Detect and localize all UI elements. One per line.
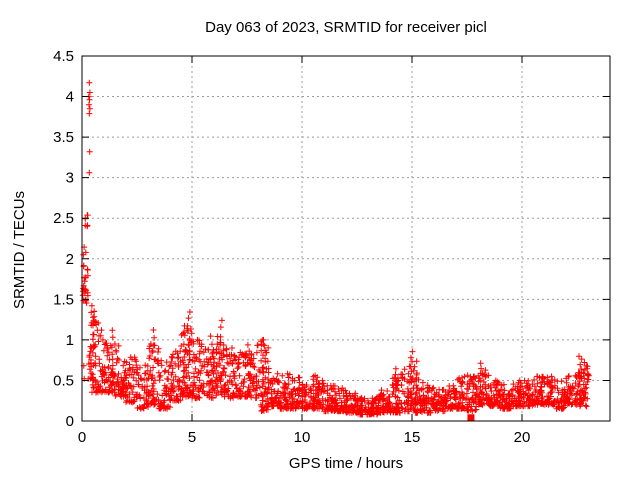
x-axis-label: GPS time / hours xyxy=(289,455,403,472)
y-axis-label: SRMTID / TECUs xyxy=(11,191,28,309)
svg-text:10: 10 xyxy=(294,429,311,446)
svg-text:4.5: 4.5 xyxy=(53,48,74,65)
svg-text:0: 0 xyxy=(78,429,86,446)
svg-text:15: 15 xyxy=(404,429,421,446)
svg-text:2.5: 2.5 xyxy=(53,210,74,227)
scatter-points xyxy=(79,79,592,422)
tick-labels: 0 5 10 15 20 0 0.5 1 1.5 2 2.5 3 3.5 4 4.5 xyxy=(53,48,530,446)
axes-and-ticks xyxy=(81,55,611,422)
svg-text:20: 20 xyxy=(514,429,531,446)
svg-text:3.5: 3.5 xyxy=(53,129,74,146)
svg-text:0: 0 xyxy=(66,413,74,430)
svg-text:1: 1 xyxy=(66,332,74,349)
chart-title: Day 063 of 2023, SRMTID for receiver pic… xyxy=(205,19,487,36)
svg-text:0.5: 0.5 xyxy=(53,372,74,389)
svg-text:5: 5 xyxy=(188,429,196,446)
svg-text:3: 3 xyxy=(66,170,74,187)
svg-text:2: 2 xyxy=(66,251,74,268)
svg-text:1.5: 1.5 xyxy=(53,291,74,308)
svg-text:4: 4 xyxy=(66,89,74,106)
